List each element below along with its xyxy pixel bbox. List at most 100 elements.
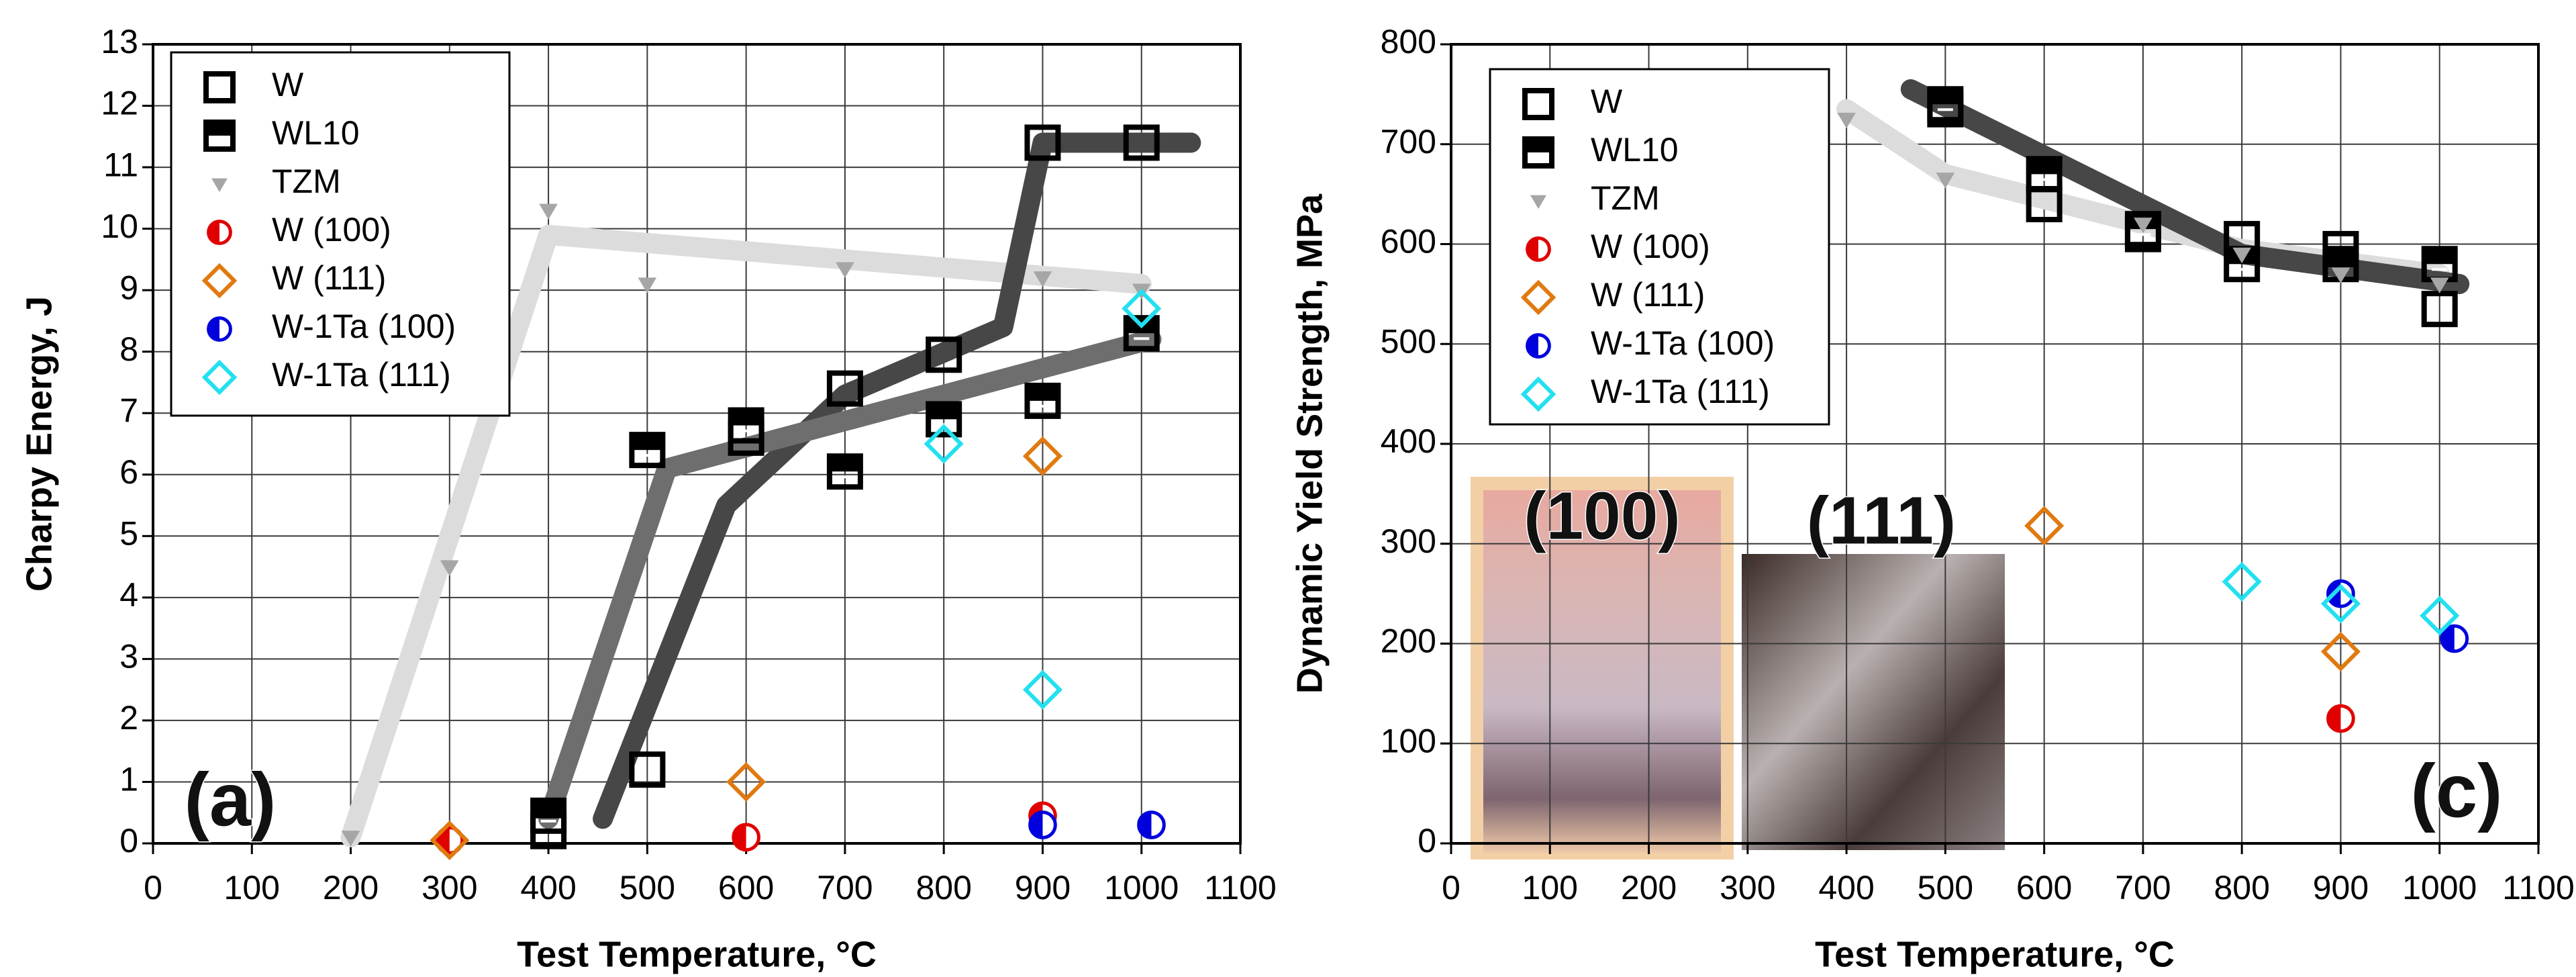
marker-shape bbox=[1520, 279, 1556, 316]
marker bbox=[207, 316, 232, 342]
marker-shape bbox=[2430, 277, 2449, 293]
marker bbox=[1024, 124, 1061, 161]
y-tick-label: 3 bbox=[119, 638, 138, 676]
marker bbox=[826, 370, 863, 407]
y-axis-label: Dynamic Yield Strength, MPa bbox=[1289, 193, 1330, 694]
marker bbox=[2320, 631, 2361, 671]
panel: 0 100 200 300 400 500 600 700 800 900 1000 1100 0 100… bbox=[1289, 23, 2575, 974]
photo-label: (111) bbox=[1807, 483, 1956, 558]
x-tick-label: 700 bbox=[2115, 869, 2171, 906]
marker bbox=[1837, 112, 1856, 129]
marker-shape bbox=[203, 71, 236, 103]
y-tick-label: 0 bbox=[1418, 822, 1436, 859]
marker-fill bbox=[1525, 139, 1552, 152]
marker bbox=[2232, 247, 2251, 264]
legend-label: W (100) bbox=[1591, 228, 1710, 265]
marker bbox=[2420, 596, 2460, 636]
marker-fill bbox=[2328, 706, 2341, 731]
y-tick-label: 700 bbox=[1381, 123, 1436, 160]
marker-shape bbox=[836, 262, 854, 278]
x-tick-label: 0 bbox=[1442, 869, 1460, 906]
marker bbox=[629, 751, 666, 788]
marker-shape bbox=[629, 751, 666, 788]
y-tick-label: 10 bbox=[101, 207, 138, 245]
y-tick-label: 7 bbox=[119, 391, 138, 429]
y-tick-label: 8 bbox=[119, 330, 138, 368]
marker-shape bbox=[1123, 124, 1160, 161]
legend-label: W-1Ta (100) bbox=[1591, 324, 1775, 362]
marker bbox=[629, 432, 666, 469]
marker bbox=[1526, 236, 1551, 262]
marker bbox=[726, 761, 766, 802]
x-tick-label: 1100 bbox=[1204, 869, 1277, 906]
marker bbox=[1022, 436, 1062, 476]
marker-fill bbox=[1030, 812, 1043, 838]
marker-shape bbox=[728, 419, 764, 456]
legend-label: W-1Ta (111) bbox=[272, 356, 451, 393]
marker-fill bbox=[632, 434, 663, 451]
legend-label: WL10 bbox=[1591, 131, 1679, 169]
marker-shape bbox=[2421, 291, 2458, 328]
x-tick-label: 900 bbox=[2313, 869, 2369, 906]
marker bbox=[2320, 584, 2361, 624]
marker bbox=[732, 823, 760, 852]
y-tick-label: 0 bbox=[119, 822, 138, 859]
inset-photos bbox=[1471, 477, 2005, 859]
marker-fill bbox=[1138, 812, 1152, 838]
marker bbox=[430, 820, 470, 860]
marker bbox=[1522, 88, 1554, 120]
marker-fill bbox=[1930, 89, 1961, 105]
marker-fill bbox=[928, 404, 960, 420]
marker bbox=[1137, 810, 1166, 839]
x-tick-label: 500 bbox=[620, 869, 675, 906]
marker bbox=[926, 401, 962, 438]
x-tick-label: 200 bbox=[1621, 869, 1677, 906]
marker-shape bbox=[726, 761, 766, 802]
x-tick-label: 200 bbox=[323, 869, 379, 906]
y-tick-label: 12 bbox=[101, 85, 138, 122]
legend-label: W bbox=[1591, 83, 1623, 120]
marker-shape bbox=[1530, 195, 1546, 209]
marker-shape bbox=[1522, 88, 1554, 120]
marker-fill bbox=[1527, 334, 1538, 357]
marker bbox=[2430, 277, 2449, 293]
photo-label: (100) bbox=[1524, 478, 1680, 553]
marker-shape bbox=[201, 263, 238, 299]
marker-fill bbox=[2325, 248, 2357, 265]
legend-label: W-1Ta (111) bbox=[1591, 373, 1770, 410]
marker bbox=[924, 424, 964, 464]
marker-shape bbox=[2320, 631, 2361, 671]
x-tick-label: 800 bbox=[2214, 869, 2269, 906]
marker-fill bbox=[1027, 385, 1058, 401]
legend-label: TZM bbox=[1591, 179, 1660, 217]
marker bbox=[1520, 376, 1556, 412]
y-tick-label: 6 bbox=[119, 453, 138, 491]
marker bbox=[2440, 624, 2469, 653]
marker bbox=[638, 277, 657, 293]
marker bbox=[2134, 218, 2152, 234]
y-tick-label: 100 bbox=[1381, 722, 1436, 759]
marker bbox=[530, 797, 567, 834]
x-tick-label: 1000 bbox=[2402, 869, 2477, 906]
marker bbox=[2421, 291, 2458, 328]
legend-label: WL10 bbox=[272, 114, 360, 152]
marker-shape bbox=[1936, 173, 1955, 189]
x-tick-label: 0 bbox=[144, 869, 162, 906]
marker-fill bbox=[733, 824, 746, 850]
x-axis-label: Test Temperature, °C bbox=[517, 934, 877, 974]
marker bbox=[1520, 279, 1556, 316]
marker bbox=[1927, 86, 1964, 123]
marker bbox=[2326, 579, 2355, 608]
marker-shape bbox=[1837, 112, 1856, 129]
marker bbox=[2024, 506, 2065, 546]
panel-annotation: (a) bbox=[185, 758, 277, 842]
plot-frame bbox=[1450, 43, 2540, 845]
x-tick-label: 1100 bbox=[2502, 869, 2575, 906]
panel: 0 100 200 300 400 500 600 700 800 900 1000 11000123… bbox=[19, 23, 1277, 974]
legend-label: W-1Ta (100) bbox=[272, 308, 456, 345]
marker-shape bbox=[826, 370, 863, 407]
marker bbox=[1936, 173, 1955, 189]
legend-label: W (100) bbox=[272, 211, 391, 248]
legend-label: W (111) bbox=[1591, 276, 1705, 314]
marker-shape bbox=[924, 424, 964, 464]
